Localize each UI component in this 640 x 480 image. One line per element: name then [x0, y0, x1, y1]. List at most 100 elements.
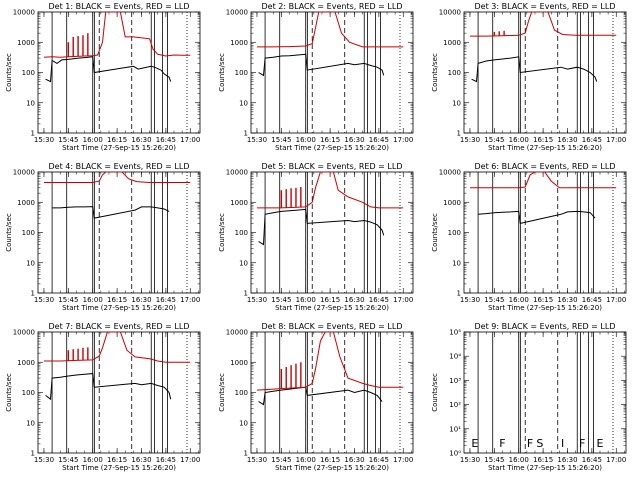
plot-frame	[250, 11, 414, 134]
panel-det-4: Det 4: BLACK = Events, RED = LLD 1 10 100 10…	[5, 162, 201, 312]
x-tick-label: 15:45	[484, 296, 504, 304]
y-tick-label: 10	[452, 99, 461, 107]
x-tick-label: 15:45	[484, 456, 504, 464]
y-tick-label: 100	[448, 69, 461, 77]
y-tick-label: 1	[244, 290, 248, 298]
x-tick-label: 15:45	[271, 296, 291, 304]
x-tick-label: 15:45	[484, 136, 504, 144]
y-tick-label: 1000	[443, 199, 461, 207]
panel-title: Det 5: BLACK = Events, RED = LLD	[262, 162, 403, 171]
y-tick-label: 10000	[226, 9, 248, 17]
y-axis-title: Counts/sec	[431, 373, 439, 412]
panel-det-8: Det 8: BLACK = Events, RED = LLD 1 10 100 10…	[218, 322, 414, 472]
x-tick-label: 16:45	[582, 296, 602, 304]
data-layer	[477, 332, 614, 453]
y-tick-label: 10000	[226, 329, 248, 337]
x-tick-label: 16:00	[509, 136, 529, 144]
x-axis-title: Start Time (27-Sep-15 15:26:20)	[62, 144, 176, 152]
panel-title: Det 4: BLACK = Events, RED = LLD	[49, 162, 190, 171]
y-tick-label: 1	[31, 450, 35, 458]
plot-frame	[37, 11, 201, 134]
state-letter: I	[561, 437, 564, 450]
data-layer	[257, 172, 404, 293]
y-tick-label: 10000	[13, 169, 35, 177]
state-letter: F	[499, 437, 505, 450]
lld-series-line	[44, 172, 191, 183]
events-series-line	[45, 56, 172, 83]
x-axis-title: Start Time (27-Sep-15 15:26:20)	[62, 304, 176, 312]
state-letter: E	[471, 437, 478, 450]
x-tick-label: 15:30	[34, 456, 54, 464]
x-tick-label: 17:00	[180, 136, 200, 144]
events-series-line	[258, 53, 385, 77]
y-tick-label: 10	[452, 259, 461, 267]
y-tick-label: 1	[244, 450, 248, 458]
x-tick-label: 15:30	[247, 296, 267, 304]
x-tick-label: 16:30	[131, 136, 151, 144]
x-tick-label: 16:15	[533, 296, 553, 304]
x-tick-label: 15:45	[271, 456, 291, 464]
y-tick-label: 1000	[230, 199, 248, 207]
y-tick-label: 10	[26, 419, 35, 427]
x-tick-label: 16:00	[296, 296, 316, 304]
x-tick-label: 16:00	[296, 456, 316, 464]
data-layer	[44, 332, 191, 453]
x-tick-label: 16:30	[557, 296, 577, 304]
x-axis-title: Start Time (27-Sep-15 15:26:20)	[275, 304, 389, 312]
x-tick-label: 16:15	[320, 456, 340, 464]
y-axis-title: Counts/sec	[5, 213, 13, 252]
x-tick-label: 16:00	[296, 136, 316, 144]
x-tick-label: 16:00	[509, 296, 529, 304]
x-axis-title: Start Time (27-Sep-15 15:26:20)	[62, 464, 176, 472]
y-tick-label: 10000	[226, 169, 248, 177]
data-layer	[44, 172, 191, 293]
y-tick-label: 10¹	[449, 425, 461, 433]
events-series-line	[45, 373, 172, 401]
lld-series-line	[257, 12, 404, 48]
x-axis-title: Start Time (27-Sep-15 15:26:20)	[488, 144, 602, 152]
y-tick-label: 100	[22, 389, 35, 397]
x-tick-label: 16:30	[131, 456, 151, 464]
x-tick-label: 16:15	[533, 456, 553, 464]
x-tick-label: 16:15	[320, 296, 340, 304]
data-layer	[470, 12, 617, 133]
y-tick-label: 1000	[17, 199, 35, 207]
x-tick-label: 16:45	[156, 136, 176, 144]
events-series-line	[258, 386, 383, 406]
x-tick-label: 15:30	[34, 296, 54, 304]
panel-title: Det 6: BLACK = Events, RED = LLD	[475, 162, 616, 171]
panel-det-6: Det 6: BLACK = Events, RED = LLD 1 10 100 10…	[431, 162, 627, 312]
y-tick-label: 10000	[13, 329, 35, 337]
x-tick-label: 16:00	[509, 456, 529, 464]
y-tick-label: 100	[235, 229, 248, 237]
x-axis-title: Start Time (27-Sep-15 15:26:20)	[275, 144, 389, 152]
y-axis-title: Counts/sec	[5, 53, 13, 92]
y-axis-title: Counts/sec	[431, 213, 439, 252]
x-tick-label: 16:30	[344, 296, 364, 304]
y-axis-title: Counts/sec	[218, 53, 226, 92]
y-axis-title: Counts/sec	[218, 213, 226, 252]
panel-title: Det 7: BLACK = Events, RED = LLD	[49, 322, 190, 331]
y-tick-label: 10⁰	[449, 450, 461, 458]
data-layer	[256, 332, 404, 453]
plot-frame	[250, 171, 414, 294]
x-tick-label: 17:00	[180, 456, 200, 464]
y-tick-label: 10	[26, 99, 35, 107]
x-tick-label: 16:30	[131, 296, 151, 304]
lld-series-line	[257, 172, 404, 209]
panel-title: Det 8: BLACK = Events, RED = LLD	[262, 322, 403, 331]
panel-det-5: Det 5: BLACK = Events, RED = LLD 1 10 100 10…	[218, 162, 414, 312]
y-tick-label: 100	[235, 69, 248, 77]
panel-det-7: Det 7: BLACK = Events, RED = LLD 1 10 100 10…	[5, 322, 201, 472]
state-letter: F	[527, 437, 533, 450]
y-tick-label: 10	[239, 259, 248, 267]
y-tick-label: 1	[244, 130, 248, 138]
x-tick-label: 15:30	[460, 296, 480, 304]
events-series-line	[471, 56, 598, 83]
events-series-line	[478, 210, 596, 225]
x-tick-label: 17:00	[606, 136, 626, 144]
y-tick-label: 10000	[439, 9, 461, 17]
panel-det-3: Det 3: BLACK = Events, RED = LLD 1 10 100 10…	[431, 2, 627, 152]
x-tick-label: 17:00	[393, 456, 413, 464]
y-tick-label: 100	[22, 69, 35, 77]
